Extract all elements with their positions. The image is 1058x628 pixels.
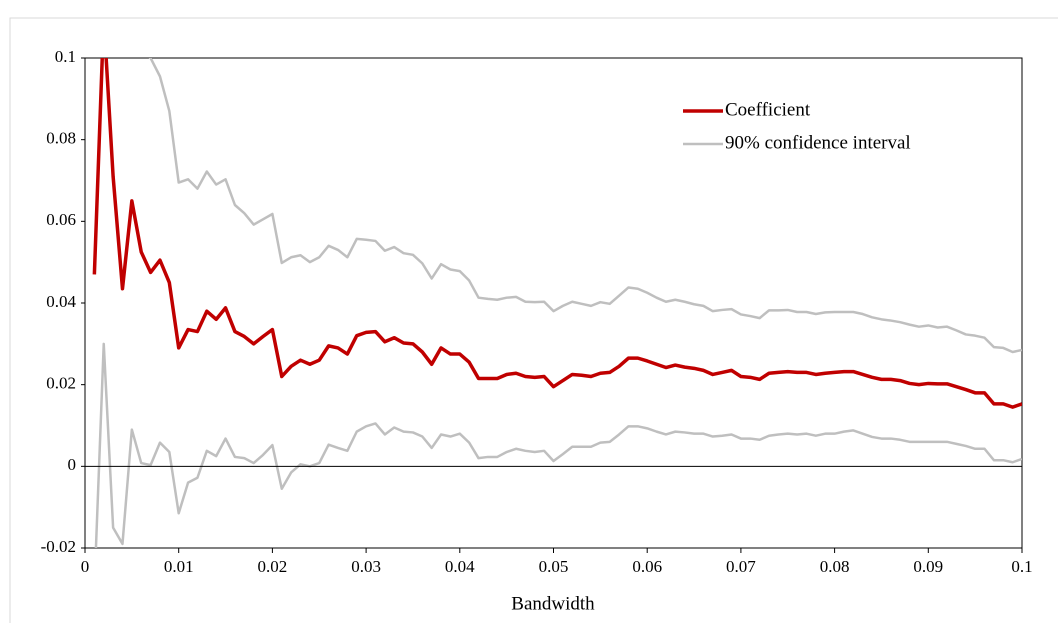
x-tick-label: 0.06 bbox=[632, 557, 662, 576]
x-axis-label: Bandwidth bbox=[511, 593, 595, 614]
series-line bbox=[148, 58, 1022, 354]
x-tick-label: 0.09 bbox=[913, 557, 943, 576]
legend-label: Coefficient bbox=[725, 99, 811, 120]
y-tick-label: 0.06 bbox=[46, 210, 76, 229]
y-tick-label: 0.1 bbox=[55, 47, 76, 66]
y-tick-label: 0 bbox=[68, 455, 77, 474]
chart-frame bbox=[9, 17, 1058, 628]
y-tick-label: -0.02 bbox=[41, 537, 76, 556]
x-tick-label: 0.02 bbox=[258, 557, 288, 576]
x-tick-label: 0.04 bbox=[445, 557, 475, 576]
x-tick-label: 0.08 bbox=[820, 557, 850, 576]
legend-label: 90% confidence interval bbox=[725, 132, 911, 153]
series-line bbox=[92, 58, 1022, 409]
x-tick-label: 0 bbox=[81, 557, 90, 576]
x-tick-label: 0.1 bbox=[1011, 557, 1032, 576]
x-tick-label: 0.05 bbox=[539, 557, 569, 576]
x-tick-label: 0.07 bbox=[726, 557, 756, 576]
x-tick-label: 0.01 bbox=[164, 557, 194, 576]
y-tick-label: 0.04 bbox=[46, 292, 76, 311]
x-tick-label: 0.03 bbox=[351, 557, 381, 576]
y-tick-label: 0.02 bbox=[46, 374, 76, 393]
plot-lines bbox=[92, 58, 1022, 548]
y-tick-label: 0.08 bbox=[46, 129, 76, 148]
series-line bbox=[94, 342, 1022, 548]
